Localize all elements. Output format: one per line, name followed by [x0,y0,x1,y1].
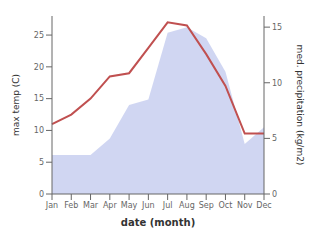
svg-text:Sep: Sep [199,201,214,210]
svg-text:Jul: Jul [162,201,173,210]
svg-text:25: 25 [34,31,44,40]
svg-text:15: 15 [34,94,44,103]
svg-text:max temp (C): max temp (C) [11,74,21,136]
svg-text:date (month): date (month) [121,217,195,228]
svg-text:May: May [121,201,138,210]
svg-text:Apr: Apr [103,201,118,210]
svg-text:Mar: Mar [83,201,99,210]
svg-text:5: 5 [39,158,44,167]
svg-text:Aug: Aug [179,201,195,210]
svg-text:Dec: Dec [256,201,271,210]
svg-text:20: 20 [34,63,44,72]
svg-text:Jun: Jun [141,201,155,210]
svg-text:Jan: Jan [45,201,58,210]
svg-text:5: 5 [272,134,277,143]
svg-text:0: 0 [39,190,44,199]
svg-text:10: 10 [34,126,44,135]
svg-text:Feb: Feb [64,201,78,210]
svg-text:15: 15 [272,23,282,32]
svg-text:0: 0 [272,190,277,199]
svg-text:med. precipitation (kg/m2): med. precipitation (kg/m2) [295,45,305,166]
svg-text:Nov: Nov [237,201,253,210]
svg-text:10: 10 [272,79,282,88]
svg-text:Oct: Oct [219,201,233,210]
